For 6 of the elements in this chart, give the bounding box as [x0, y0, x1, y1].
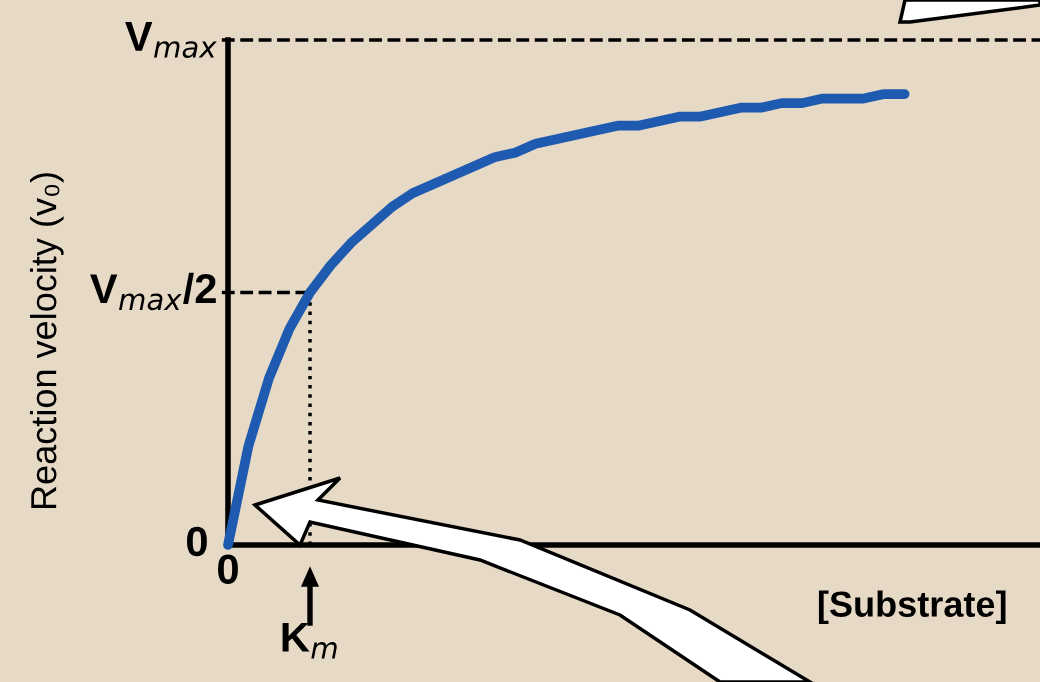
x-axis-title: [Substrate] [818, 590, 1006, 625]
ref-line-label: V$_{max}$ [125, 22, 217, 58]
text: 0 [187, 526, 207, 557]
x-tick-label: K$_{m}$ [282, 622, 337, 659]
ref-line-label: V$_{max}$/2 [90, 272, 216, 311]
y-axis-title: Reaction velocity (v₀) [29, 173, 64, 509]
